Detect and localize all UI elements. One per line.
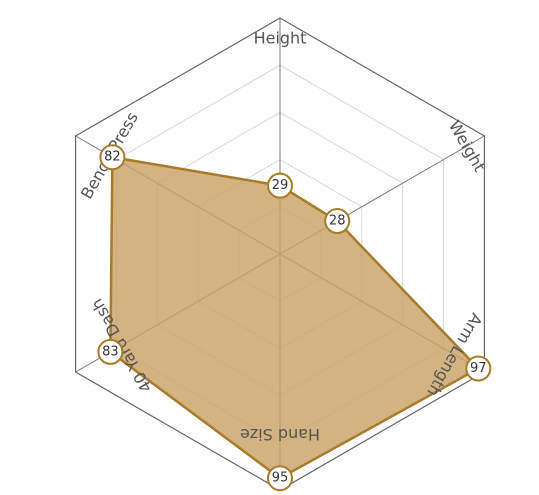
data-value-label: 97 <box>470 361 487 376</box>
axis-label-weight: Weight <box>445 117 489 175</box>
data-value-label: 83 <box>102 344 119 359</box>
data-value-label: 28 <box>329 214 346 229</box>
data-point-marker <box>324 208 351 234</box>
data-value-label: 95 <box>272 471 289 486</box>
data-point-marker <box>99 144 126 171</box>
data-points: 29 28 97 95 83 82 <box>97 144 492 492</box>
data-point-marker <box>97 338 124 365</box>
data-point-marker <box>267 465 293 492</box>
axis-label-height: Height <box>254 29 307 48</box>
axis-label-hand-size: Hand Size <box>240 425 320 444</box>
data-point-hand-size: 95 <box>267 465 293 492</box>
data-point-marker <box>267 172 293 199</box>
data-point-arm-length: 97 <box>465 355 492 382</box>
data-value-label: 29 <box>272 178 289 193</box>
data-point-bench-press: 82 <box>99 144 126 171</box>
data-value-label: 82 <box>104 150 121 165</box>
data-point-weight: 28 <box>324 208 351 234</box>
data-point-height: 29 <box>267 172 293 199</box>
data-point-marker <box>465 355 492 382</box>
data-point-40-yard-dash: 83 <box>97 338 124 365</box>
